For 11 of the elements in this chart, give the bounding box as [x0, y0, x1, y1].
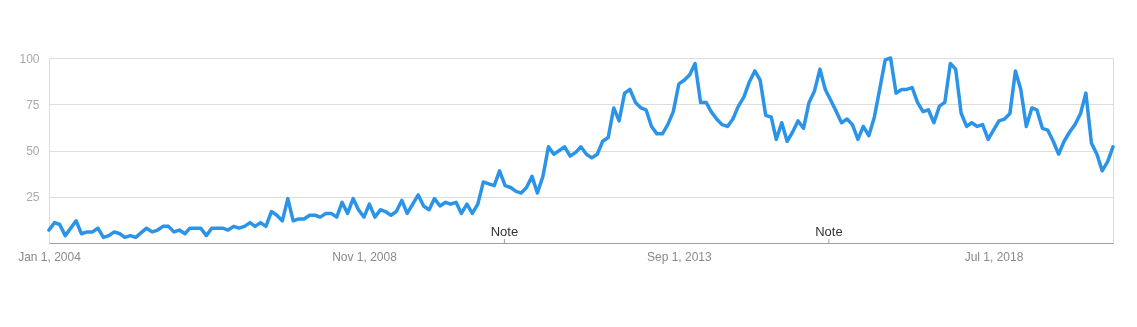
y-tick-label: 25	[26, 190, 40, 205]
x-tick-label: Nov 1, 2008	[332, 249, 398, 264]
y-tick-label: 100	[19, 51, 40, 66]
x-tick-label: Jul 1, 2018	[964, 249, 1024, 264]
x-tick-label: Jan 1, 2004	[18, 249, 82, 264]
x-tick-label: Sep 1, 2013	[646, 249, 713, 264]
y-tick-label: 50	[26, 144, 40, 158]
y-tick-label: 75	[26, 97, 40, 112]
annotation: Note	[490, 224, 519, 239]
line-series	[47, 56, 1115, 240]
annotation: Note	[815, 224, 843, 239]
